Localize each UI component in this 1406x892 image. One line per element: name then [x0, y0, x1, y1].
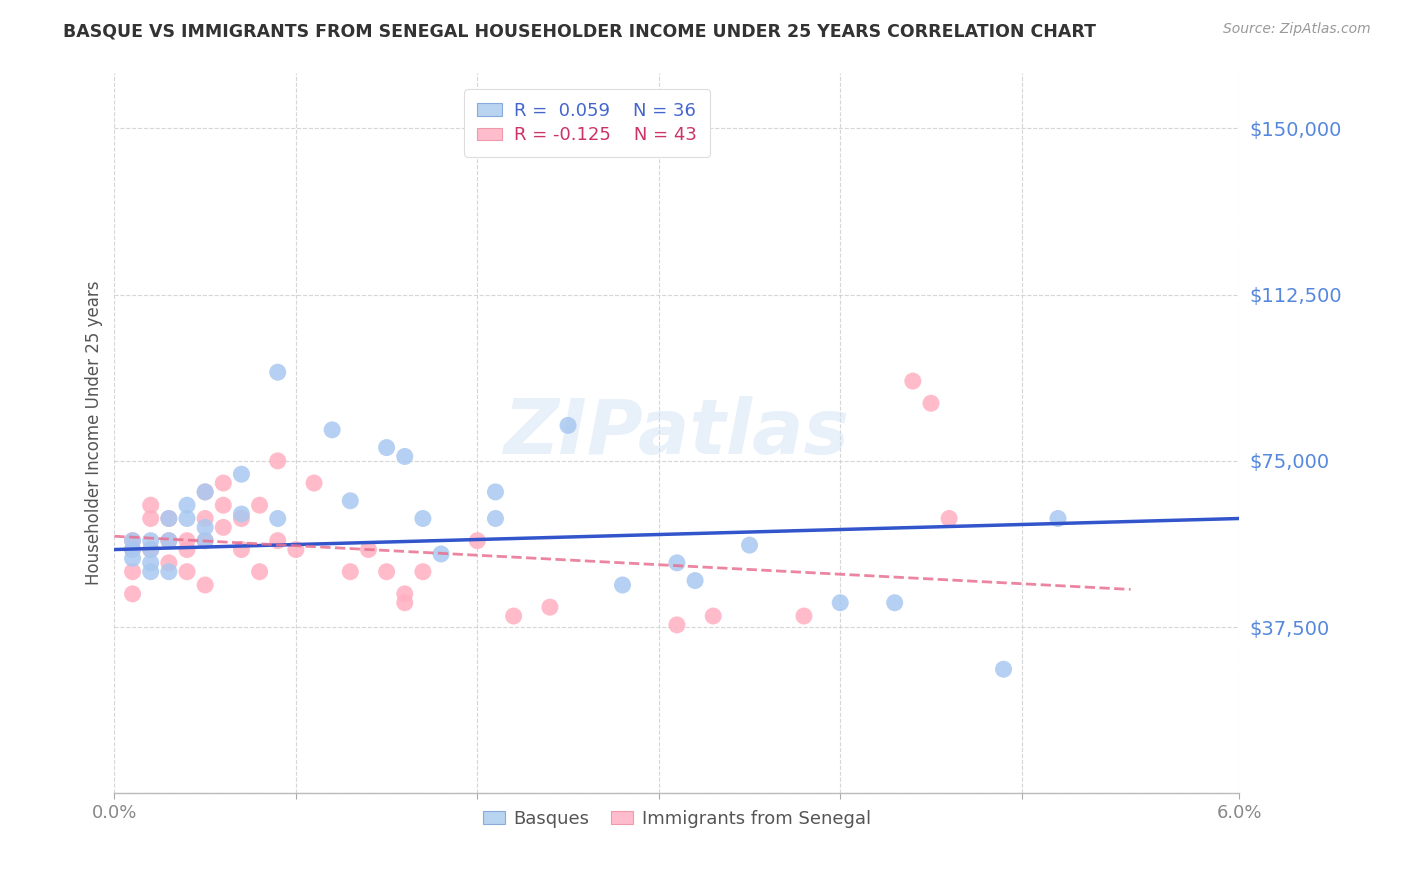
Point	[121, 565, 143, 579]
Point	[920, 396, 942, 410]
Point	[157, 511, 180, 525]
Point	[339, 565, 361, 579]
Point	[176, 511, 198, 525]
Point	[231, 467, 253, 482]
Point	[683, 574, 706, 588]
Point	[394, 450, 416, 464]
Point	[157, 565, 180, 579]
Point	[139, 498, 162, 512]
Point	[357, 542, 380, 557]
Point	[249, 498, 271, 512]
Point	[194, 484, 217, 499]
Point	[176, 542, 198, 557]
Point	[412, 565, 434, 579]
Point	[738, 538, 761, 552]
Point	[121, 542, 143, 557]
Point	[194, 511, 217, 525]
Point	[484, 484, 506, 499]
Point	[267, 365, 290, 379]
Point	[793, 609, 815, 624]
Point	[212, 498, 235, 512]
Point	[267, 511, 290, 525]
Point	[267, 454, 290, 468]
Point	[139, 511, 162, 525]
Point	[231, 542, 253, 557]
Point	[121, 587, 143, 601]
Point	[176, 498, 198, 512]
Point	[321, 423, 343, 437]
Point	[121, 542, 143, 557]
Point	[157, 511, 180, 525]
Point	[830, 596, 852, 610]
Point	[194, 484, 217, 499]
Point	[121, 533, 143, 548]
Point	[194, 533, 217, 548]
Point	[267, 533, 290, 548]
Point	[484, 511, 506, 525]
Point	[612, 578, 634, 592]
Text: Source: ZipAtlas.com: Source: ZipAtlas.com	[1223, 22, 1371, 37]
Point	[139, 556, 162, 570]
Point	[249, 565, 271, 579]
Point	[212, 520, 235, 534]
Point	[157, 533, 180, 548]
Y-axis label: Householder Income Under 25 years: Householder Income Under 25 years	[86, 281, 103, 585]
Point	[121, 551, 143, 566]
Point	[284, 542, 307, 557]
Point	[194, 520, 217, 534]
Point	[394, 587, 416, 601]
Point	[194, 578, 217, 592]
Point	[231, 511, 253, 525]
Point	[176, 565, 198, 579]
Point	[302, 476, 325, 491]
Point	[139, 533, 162, 548]
Point	[702, 609, 724, 624]
Point	[139, 565, 162, 579]
Point	[231, 507, 253, 521]
Point	[993, 662, 1015, 676]
Point	[121, 533, 143, 548]
Point	[538, 600, 561, 615]
Point	[665, 618, 688, 632]
Point	[157, 533, 180, 548]
Point	[394, 596, 416, 610]
Point	[212, 476, 235, 491]
Text: BASQUE VS IMMIGRANTS FROM SENEGAL HOUSEHOLDER INCOME UNDER 25 YEARS CORRELATION : BASQUE VS IMMIGRANTS FROM SENEGAL HOUSEH…	[63, 22, 1097, 40]
Point	[901, 374, 924, 388]
Point	[883, 596, 905, 610]
Point	[412, 511, 434, 525]
Point	[1046, 511, 1069, 525]
Point	[176, 533, 198, 548]
Point	[938, 511, 960, 525]
Point	[339, 493, 361, 508]
Point	[157, 556, 180, 570]
Point	[502, 609, 524, 624]
Point	[194, 533, 217, 548]
Legend: Basques, Immigrants from Senegal: Basques, Immigrants from Senegal	[475, 802, 879, 835]
Point	[139, 542, 162, 557]
Point	[430, 547, 453, 561]
Point	[375, 565, 398, 579]
Point	[465, 533, 488, 548]
Point	[557, 418, 579, 433]
Point	[665, 556, 688, 570]
Point	[375, 441, 398, 455]
Text: ZIPatlas: ZIPatlas	[503, 396, 849, 470]
Point	[139, 542, 162, 557]
